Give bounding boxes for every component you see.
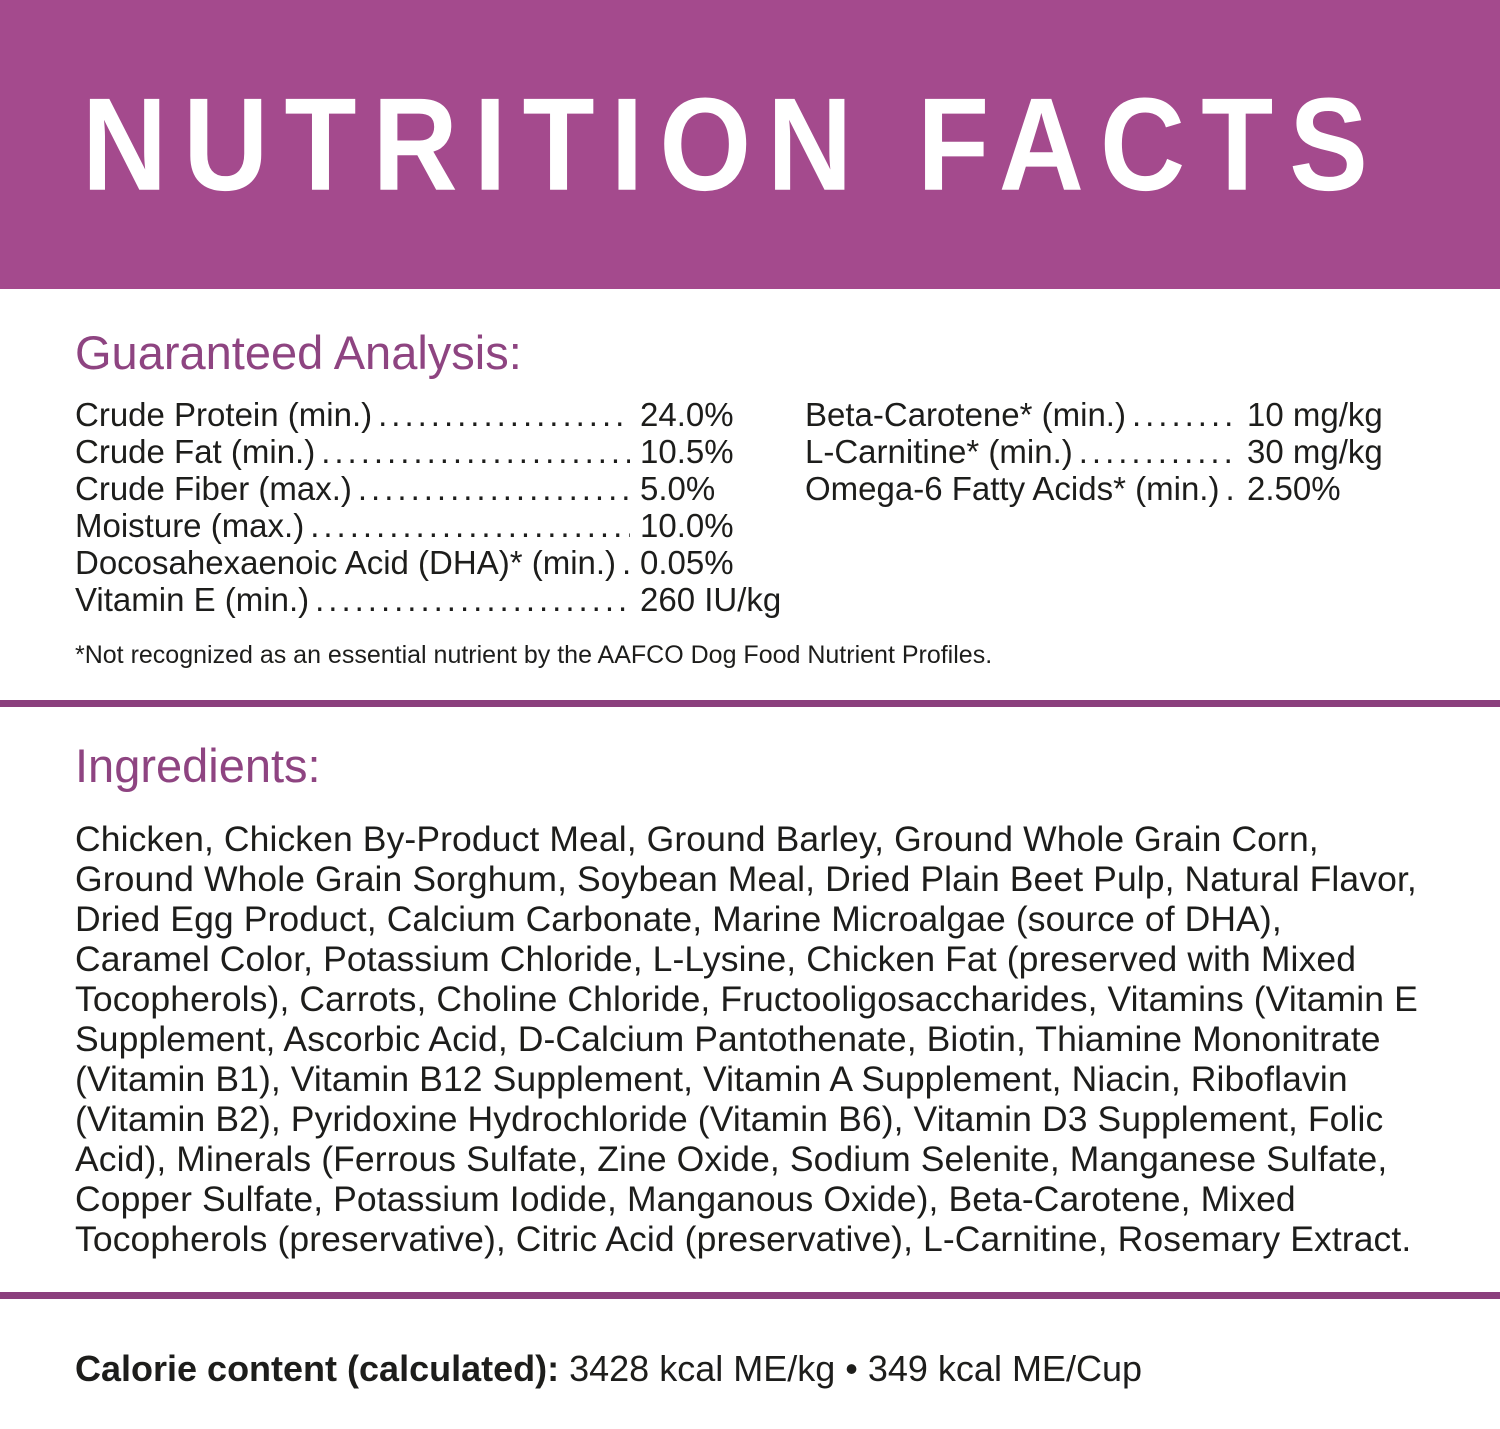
section-divider-bottom — [0, 1292, 1500, 1300]
calorie-content-line: Calorie content (calculated): 3428 kcal … — [75, 1348, 1425, 1389]
analysis-row-crude-fat: Crude Fat (min.) 10.5% — [75, 433, 790, 470]
ingredients-section: Ingredients: Chicken, Chicken By-Product… — [0, 707, 1500, 1260]
analysis-value: 10.5% — [640, 432, 734, 470]
dot-leader — [1079, 433, 1237, 470]
dot-leader — [622, 544, 630, 581]
analysis-label: Vitamin E (min.) — [75, 580, 310, 618]
analysis-label: Moisture (max.) — [75, 506, 305, 544]
analysis-label: Crude Fiber (max.) — [75, 469, 352, 507]
guaranteed-analysis-section: Guaranteed Analysis: Crude Protein (min.… — [0, 289, 1500, 670]
analysis-value: 10 mg/kg — [1247, 395, 1383, 433]
dot-leader — [315, 581, 630, 618]
dot-leader — [358, 470, 630, 507]
analysis-value: 24.0% — [640, 395, 734, 433]
analysis-value: 260 IU/kg — [640, 580, 782, 618]
analysis-label: Crude Protein (min.) — [75, 395, 373, 433]
analysis-label: Crude Fat (min.) — [75, 432, 316, 470]
calorie-content-section: Calorie content (calculated): 3428 kcal … — [0, 1348, 1500, 1389]
calorie-content-label: Calorie content (calculated): — [75, 1348, 560, 1390]
aafco-footnote: *Not recognized as an essential nutrient… — [75, 640, 993, 669]
guaranteed-analysis-left-column: Crude Protein (min.) 24.0% Crude Fat (mi… — [75, 396, 790, 618]
dot-leader — [1225, 470, 1237, 507]
analysis-label: L-Carnitine* (min.) — [805, 432, 1073, 470]
page-title: NUTRITION FACTS — [82, 70, 1384, 219]
analysis-value: 10.0% — [640, 506, 734, 544]
analysis-label: Omega-6 Fatty Acids* (min.) — [805, 469, 1220, 507]
analysis-label: Docosahexaenoic Acid (DHA)* (min.) — [75, 543, 617, 581]
analysis-value: 0.05% — [640, 543, 734, 581]
analysis-row-moisture: Moisture (max.) 10.0% — [75, 507, 790, 544]
analysis-row-omega-6: Omega-6 Fatty Acids* (min.) 2.50% — [805, 470, 1397, 507]
dot-leader — [321, 433, 630, 470]
analysis-row-beta-carotene: Beta-Carotene* (min.) 10 mg/kg — [805, 396, 1397, 433]
ingredients-text: Chicken, Chicken By-Product Meal, Ground… — [75, 819, 1418, 1260]
nutrition-facts-label: NUTRITION FACTS Guaranteed Analysis: Cru… — [0, 0, 1500, 1390]
analysis-value: 30 mg/kg — [1247, 432, 1383, 470]
guaranteed-analysis-heading: Guaranteed Analysis: — [75, 326, 522, 379]
section-divider-top — [0, 699, 1500, 707]
analysis-row-dha: Docosahexaenoic Acid (DHA)* (min.) 0.05% — [75, 544, 790, 581]
calorie-content-value: 3428 kcal ME/kg • 349 kcal ME/Cup — [569, 1348, 1142, 1390]
analysis-value: 5.0% — [640, 469, 716, 507]
ingredients-heading: Ingredients: — [75, 738, 321, 792]
dot-leader — [1132, 396, 1237, 433]
analysis-row-l-carnitine: L-Carnitine* (min.) 30 mg/kg — [805, 433, 1397, 470]
analysis-label: Beta-Carotene* (min.) — [805, 395, 1126, 433]
guaranteed-analysis-right-column: Beta-Carotene* (min.) 10 mg/kg L-Carniti… — [805, 396, 1397, 507]
dot-leader — [378, 396, 630, 433]
header-banner: NUTRITION FACTS — [0, 0, 1500, 289]
analysis-row-crude-protein: Crude Protein (min.) 24.0% — [75, 396, 790, 433]
analysis-row-vitamin-e: Vitamin E (min.) 260 IU/kg — [75, 581, 790, 618]
analysis-row-crude-fiber: Crude Fiber (max.) 5.0% — [75, 470, 790, 507]
analysis-value: 2.50% — [1247, 469, 1341, 507]
guaranteed-analysis-table: Crude Protein (min.) 24.0% Crude Fat (mi… — [75, 396, 1425, 618]
dot-leader — [310, 507, 630, 544]
